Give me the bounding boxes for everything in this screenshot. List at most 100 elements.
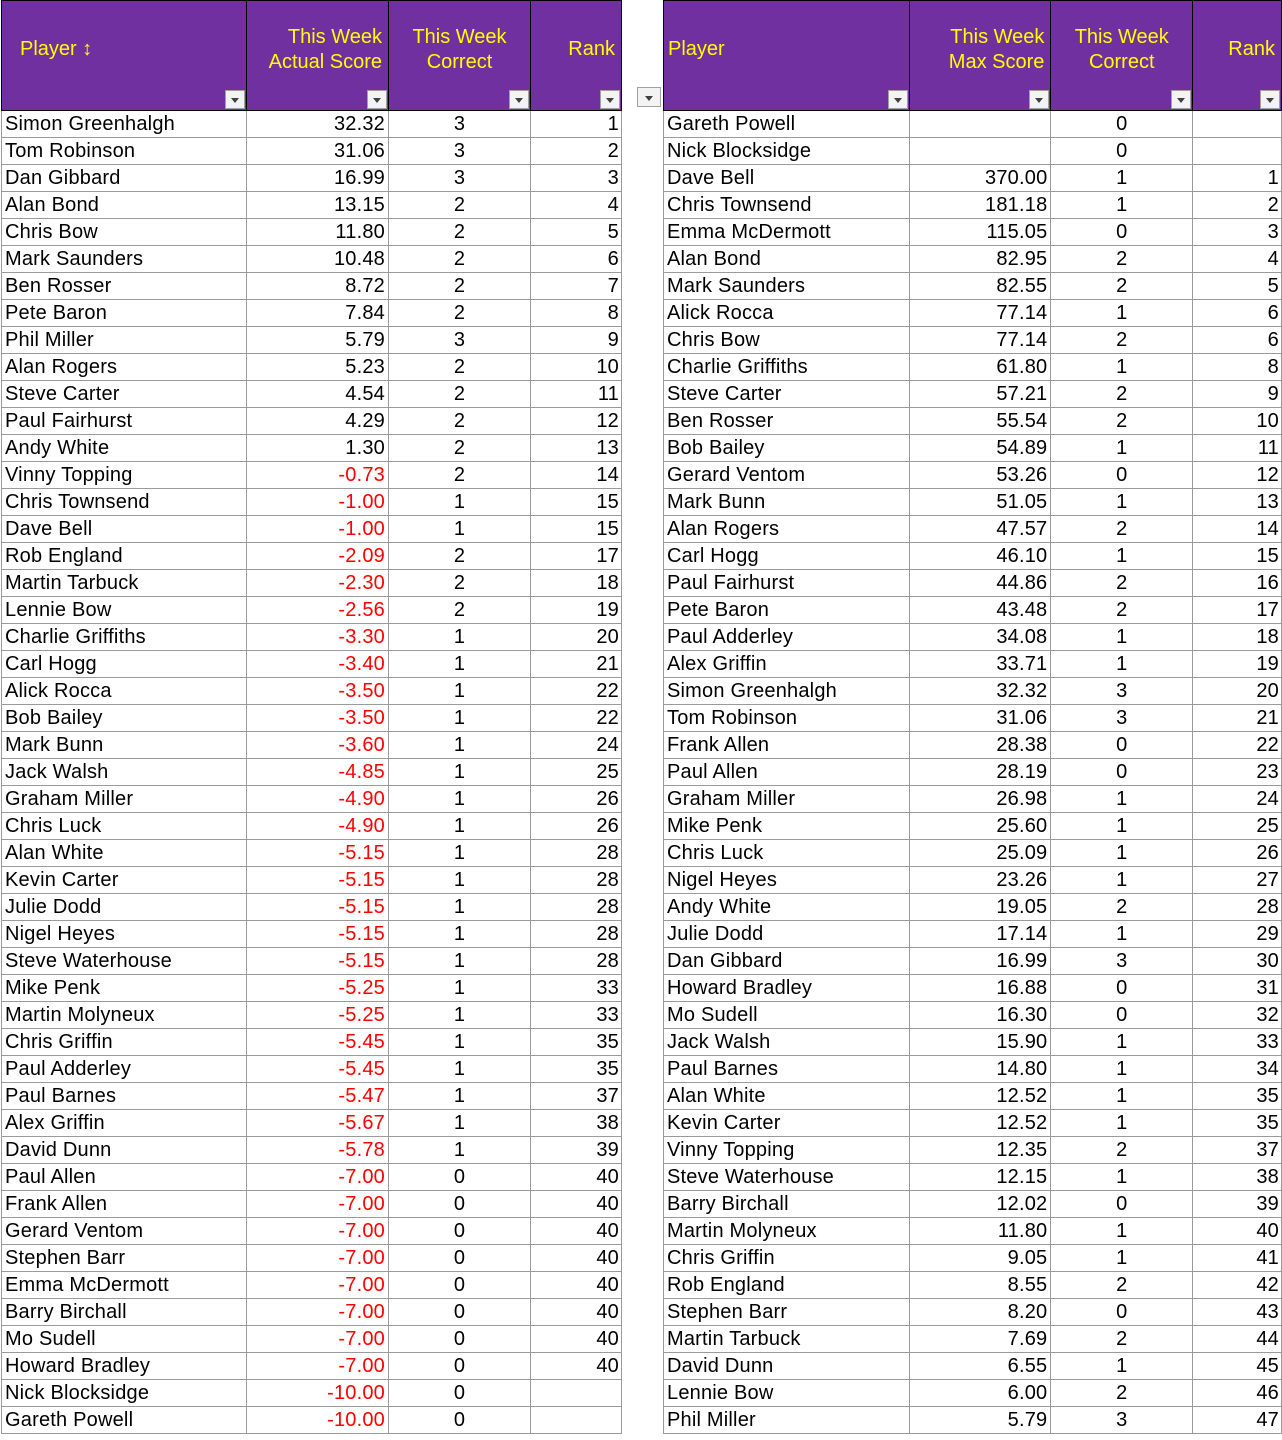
score-cell[interactable]: 8.55: [908, 1271, 1052, 1299]
score-cell[interactable]: -3.50: [246, 704, 389, 732]
rank-cell[interactable]: 25: [530, 758, 622, 786]
rank-cell[interactable]: 32: [1192, 1001, 1282, 1029]
player-cell[interactable]: Alan White: [1, 839, 247, 867]
rank-cell[interactable]: 10: [530, 353, 622, 381]
score-cell[interactable]: 17.14: [908, 920, 1052, 948]
correct-cell[interactable]: 2: [1050, 596, 1194, 624]
correct-cell[interactable]: 1: [388, 1055, 531, 1083]
correct-cell[interactable]: 1: [1050, 1028, 1194, 1056]
correct-cell[interactable]: 1: [1050, 812, 1194, 840]
player-cell[interactable]: Paul Fairhurst: [1, 407, 247, 435]
score-cell[interactable]: -5.15: [246, 866, 389, 894]
rank-cell[interactable]: 6: [1192, 299, 1282, 327]
rank-cell[interactable]: 22: [1192, 731, 1282, 759]
player-cell[interactable]: Howard Bradley: [663, 974, 910, 1002]
player-cell[interactable]: Pete Baron: [1, 299, 247, 327]
player-cell[interactable]: Alick Rocca: [663, 299, 910, 327]
score-cell[interactable]: 55.54: [908, 407, 1052, 435]
score-cell[interactable]: -0.73: [246, 461, 389, 489]
score-cell[interactable]: 13.15: [246, 191, 389, 219]
correct-cell[interactable]: 0: [388, 1244, 531, 1272]
score-cell[interactable]: 115.05: [908, 218, 1052, 246]
player-cell[interactable]: Stephen Barr: [1, 1244, 247, 1272]
rank-cell[interactable]: 28: [530, 839, 622, 867]
player-cell[interactable]: Kevin Carter: [1, 866, 247, 894]
rank-cell[interactable]: 18: [1192, 623, 1282, 651]
player-cell[interactable]: Chris Griffin: [663, 1244, 910, 1272]
correct-cell[interactable]: 1: [388, 731, 531, 759]
correct-cell[interactable]: 3: [388, 110, 531, 138]
player-cell[interactable]: Nigel Heyes: [663, 866, 910, 894]
rank-cell[interactable]: 17: [530, 542, 622, 570]
score-cell[interactable]: -5.47: [246, 1082, 389, 1110]
player-cell[interactable]: Phil Miller: [1, 326, 247, 354]
score-cell[interactable]: -7.00: [246, 1352, 389, 1380]
rank-cell[interactable]: 2: [1192, 191, 1282, 219]
score-cell[interactable]: 6.55: [908, 1352, 1052, 1380]
player-cell[interactable]: Charlie Griffiths: [663, 353, 910, 381]
score-cell[interactable]: 370.00: [908, 164, 1052, 192]
score-cell[interactable]: 54.89: [908, 434, 1052, 462]
score-cell[interactable]: 16.99: [246, 164, 389, 192]
header-max-score[interactable]: This Week Max Score: [908, 0, 1052, 111]
player-cell[interactable]: Alan Bond: [1, 191, 247, 219]
rank-cell[interactable]: 40: [530, 1244, 622, 1272]
score-cell[interactable]: -10.00: [246, 1379, 389, 1407]
rank-cell[interactable]: 8: [1192, 353, 1282, 381]
rank-cell[interactable]: 1: [1192, 164, 1282, 192]
score-cell[interactable]: 15.90: [908, 1028, 1052, 1056]
score-cell[interactable]: 77.14: [908, 299, 1052, 327]
score-cell[interactable]: -7.00: [246, 1298, 389, 1326]
player-cell[interactable]: Alan White: [663, 1082, 910, 1110]
rank-cell[interactable]: 23: [1192, 758, 1282, 786]
player-cell[interactable]: Chris Luck: [663, 839, 910, 867]
player-cell[interactable]: Frank Allen: [1, 1190, 247, 1218]
player-cell[interactable]: Chris Townsend: [1, 488, 247, 516]
player-cell[interactable]: Gareth Powell: [1, 1406, 247, 1434]
score-cell[interactable]: 11.80: [246, 218, 389, 246]
player-cell[interactable]: Gerard Ventom: [663, 461, 910, 489]
player-cell[interactable]: Barry Birchall: [1, 1298, 247, 1326]
correct-cell[interactable]: 2: [388, 407, 531, 435]
score-cell[interactable]: 16.88: [908, 974, 1052, 1002]
player-cell[interactable]: Dave Bell: [1, 515, 247, 543]
rank-cell[interactable]: 1: [530, 110, 622, 138]
rank-cell[interactable]: 28: [1192, 893, 1282, 921]
score-cell[interactable]: -5.25: [246, 974, 389, 1002]
rank-cell[interactable]: 13: [530, 434, 622, 462]
rank-cell[interactable]: 14: [1192, 515, 1282, 543]
player-cell[interactable]: Bob Bailey: [1, 704, 247, 732]
player-cell[interactable]: Chris Townsend: [663, 191, 910, 219]
score-cell[interactable]: 12.52: [908, 1082, 1052, 1110]
player-cell[interactable]: Paul Adderley: [1, 1055, 247, 1083]
player-cell[interactable]: Vinny Topping: [663, 1136, 910, 1164]
score-cell[interactable]: 33.71: [908, 650, 1052, 678]
rank-cell[interactable]: 39: [1192, 1190, 1282, 1218]
rank-cell[interactable]: 39: [530, 1136, 622, 1164]
score-cell[interactable]: 181.18: [908, 191, 1052, 219]
correct-cell[interactable]: 0: [388, 1271, 531, 1299]
rank-cell[interactable]: 7: [530, 272, 622, 300]
player-cell[interactable]: Alan Rogers: [663, 515, 910, 543]
correct-cell[interactable]: 2: [1050, 1136, 1194, 1164]
correct-cell[interactable]: 1: [388, 974, 531, 1002]
rank-cell[interactable]: 4: [1192, 245, 1282, 273]
player-cell[interactable]: Jack Walsh: [663, 1028, 910, 1056]
correct-cell[interactable]: 3: [388, 164, 531, 192]
player-cell[interactable]: Howard Bradley: [1, 1352, 247, 1380]
score-cell[interactable]: -5.25: [246, 1001, 389, 1029]
player-cell[interactable]: Tom Robinson: [663, 704, 910, 732]
player-cell[interactable]: Frank Allen: [663, 731, 910, 759]
score-cell[interactable]: 61.80: [908, 353, 1052, 381]
header-actual-score[interactable]: This Week Actual Score: [246, 0, 389, 111]
score-cell[interactable]: 11.80: [908, 1217, 1052, 1245]
score-cell[interactable]: -7.00: [246, 1190, 389, 1218]
rank-cell[interactable]: 27: [1192, 866, 1282, 894]
score-cell[interactable]: 82.55: [908, 272, 1052, 300]
player-cell[interactable]: David Dunn: [663, 1352, 910, 1380]
rank-cell[interactable]: [1192, 137, 1282, 165]
correct-cell[interactable]: 1: [1050, 1082, 1194, 1110]
player-cell[interactable]: Chris Bow: [1, 218, 247, 246]
score-cell[interactable]: 7.84: [246, 299, 389, 327]
player-cell[interactable]: Martin Molyneux: [663, 1217, 910, 1245]
